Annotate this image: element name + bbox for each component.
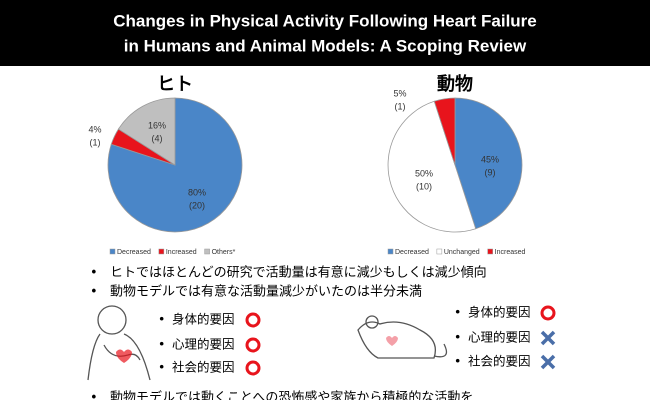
legend-label: Decreased xyxy=(395,249,429,256)
factor-label: 心理的要因 xyxy=(172,337,235,352)
legend-swatch xyxy=(204,248,210,255)
legend-label: Increased xyxy=(166,249,197,256)
value-label: 50% xyxy=(415,168,433,178)
bullet-dot: • xyxy=(90,266,98,281)
heart-icon xyxy=(116,349,132,363)
count-label: (1) xyxy=(395,101,406,111)
count-label: (1) xyxy=(90,137,101,147)
pie-title: 動物 xyxy=(437,73,473,95)
value-label: 45% xyxy=(481,154,499,164)
legend-label: Decreased xyxy=(117,249,151,256)
pie-slice xyxy=(107,97,243,233)
mouse-illustration xyxy=(357,315,448,359)
bullet-dot: • xyxy=(454,354,461,369)
bullet-dot: • xyxy=(454,330,461,345)
bullet-dot: • xyxy=(158,337,165,352)
bullet-dot: • xyxy=(158,360,165,375)
pie-slice xyxy=(433,97,456,166)
pie-title: ヒト xyxy=(157,74,193,95)
legend-label: Others* xyxy=(212,249,236,256)
yes-icon xyxy=(245,337,261,353)
human-illustration xyxy=(87,305,151,381)
legend-label: Increased xyxy=(495,249,526,256)
legend-label: Unchanged xyxy=(444,249,480,256)
bullet-dot: • xyxy=(90,285,98,300)
count-label: (9) xyxy=(485,167,496,177)
value-label: 5% xyxy=(393,88,406,98)
value-label: 16% xyxy=(148,120,166,130)
yes-icon xyxy=(540,305,556,321)
count-label: (4) xyxy=(152,133,163,143)
count-label: (20) xyxy=(189,200,205,210)
yes-icon xyxy=(245,312,261,328)
value-label: 80% xyxy=(188,187,206,197)
no-icon xyxy=(540,354,556,370)
no-icon xyxy=(540,330,556,346)
heart-icon xyxy=(386,336,398,346)
title-line: Changes in Physical Activity Following H… xyxy=(113,11,537,30)
bullet-dot: • xyxy=(454,305,461,320)
count-label: (10) xyxy=(416,181,432,191)
bullet-dot: • xyxy=(90,391,98,400)
bullet-dot: • xyxy=(158,312,165,327)
factor-label: 心理的要因 xyxy=(468,330,531,345)
pie-slice xyxy=(117,97,176,166)
value-label: 4% xyxy=(88,124,101,134)
header-band xyxy=(0,0,650,66)
legend-swatch xyxy=(436,248,443,255)
factor-label: 社会的要因 xyxy=(172,360,235,375)
factor-label: 社会的要因 xyxy=(468,354,531,369)
bullet-text: 動物モデルでは有意な活動量減少がいたのは半分未満 xyxy=(110,284,422,300)
yes-icon xyxy=(245,360,261,376)
pie-slice xyxy=(387,100,477,233)
factor-label: 身体的要因 xyxy=(468,305,531,320)
legend-swatch xyxy=(109,248,116,255)
legend-swatch xyxy=(387,248,394,255)
bullet-text: 動物モデルでは動くことへの恐怖感や家族から積極的な活動を xyxy=(110,390,473,400)
pie-slice xyxy=(454,97,523,230)
bullet-text: ヒトではほとんどの研究で活動量は有意に減少もしくは減少傾向 xyxy=(110,265,487,281)
legend-swatch xyxy=(487,248,493,255)
title-line: in Humans and Animal Models: A Scoping R… xyxy=(124,36,527,55)
factor-label: 身体的要因 xyxy=(172,312,235,327)
legend-swatch xyxy=(158,248,165,255)
